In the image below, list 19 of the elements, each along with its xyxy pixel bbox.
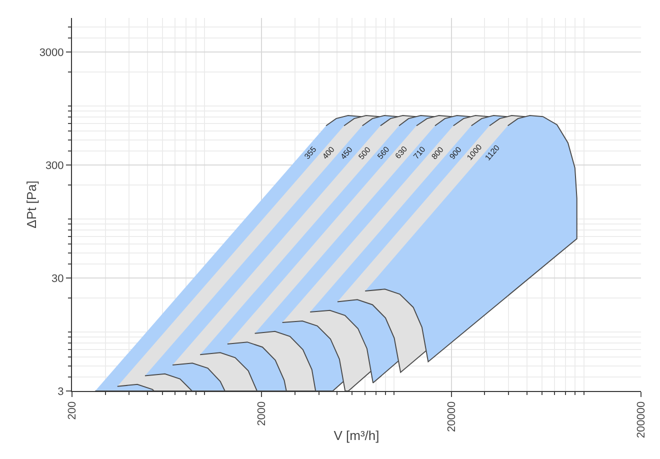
- y-tick-label: 3: [58, 386, 64, 398]
- series-label: 355: [302, 144, 319, 161]
- series-label: 500: [356, 144, 373, 162]
- y-axis-title: ΔPt [Pa]: [24, 180, 39, 228]
- x-tick-label: 200: [66, 401, 79, 420]
- y-tick-label: 30: [52, 272, 64, 285]
- x-tick-label: 2000: [256, 401, 268, 426]
- series-label: 560: [376, 144, 392, 161]
- x-tick-label: 200000: [636, 401, 648, 438]
- x-axis-title: V [m³/h]: [334, 428, 380, 443]
- series-label: 450: [338, 144, 355, 162]
- series-label: 900: [448, 144, 464, 162]
- series-label: 800: [430, 144, 446, 162]
- x-tick-label: 20000: [446, 401, 458, 432]
- series-label: 710: [412, 144, 428, 161]
- series-label: 630: [393, 144, 410, 161]
- y-tick-label: 3000: [39, 46, 64, 59]
- series-label: 400: [320, 144, 337, 161]
- y-tick-label: 300: [45, 160, 64, 172]
